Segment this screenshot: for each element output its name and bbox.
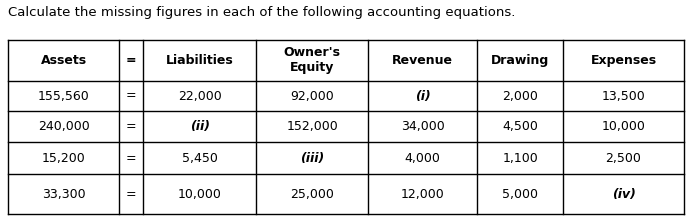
Text: 4,000: 4,000 — [405, 152, 441, 165]
Text: 15,200: 15,200 — [42, 152, 86, 165]
Text: 1,100: 1,100 — [502, 152, 538, 165]
Text: Expenses: Expenses — [590, 54, 657, 67]
Text: 4,500: 4,500 — [502, 120, 538, 133]
Text: (ii): (ii) — [190, 120, 210, 133]
Text: =: = — [126, 120, 136, 133]
Text: 22,000: 22,000 — [178, 89, 221, 103]
Text: 34,000: 34,000 — [401, 120, 445, 133]
Text: 5,000: 5,000 — [502, 188, 538, 201]
Text: Assets: Assets — [41, 54, 86, 67]
Text: 25,000: 25,000 — [290, 188, 334, 201]
Text: (iii): (iii) — [300, 152, 325, 165]
Text: 240,000: 240,000 — [38, 120, 89, 133]
Text: 2,000: 2,000 — [502, 89, 538, 103]
Text: 152,000: 152,000 — [286, 120, 338, 133]
Text: 92,000: 92,000 — [290, 89, 334, 103]
Text: 10,000: 10,000 — [601, 120, 646, 133]
Text: =: = — [126, 89, 136, 103]
Text: =: = — [126, 152, 136, 165]
Text: (i): (i) — [415, 89, 430, 103]
Text: 155,560: 155,560 — [38, 89, 89, 103]
Text: =: = — [126, 188, 136, 201]
Text: Liabilities: Liabilities — [166, 54, 233, 67]
Text: Drawing: Drawing — [491, 54, 549, 67]
Text: =: = — [126, 54, 136, 67]
Text: 12,000: 12,000 — [401, 188, 445, 201]
Text: Owner's
Equity: Owner's Equity — [284, 46, 340, 75]
Text: 13,500: 13,500 — [601, 89, 646, 103]
Bar — [8, 40, 684, 214]
Text: Revenue: Revenue — [392, 54, 453, 67]
Text: 33,300: 33,300 — [42, 188, 86, 201]
Text: Calculate the missing figures in each of the following accounting equations.: Calculate the missing figures in each of… — [8, 6, 516, 19]
Text: 10,000: 10,000 — [178, 188, 221, 201]
Text: 2,500: 2,500 — [606, 152, 641, 165]
Text: 5,450: 5,450 — [182, 152, 217, 165]
Text: (iv): (iv) — [612, 188, 635, 201]
